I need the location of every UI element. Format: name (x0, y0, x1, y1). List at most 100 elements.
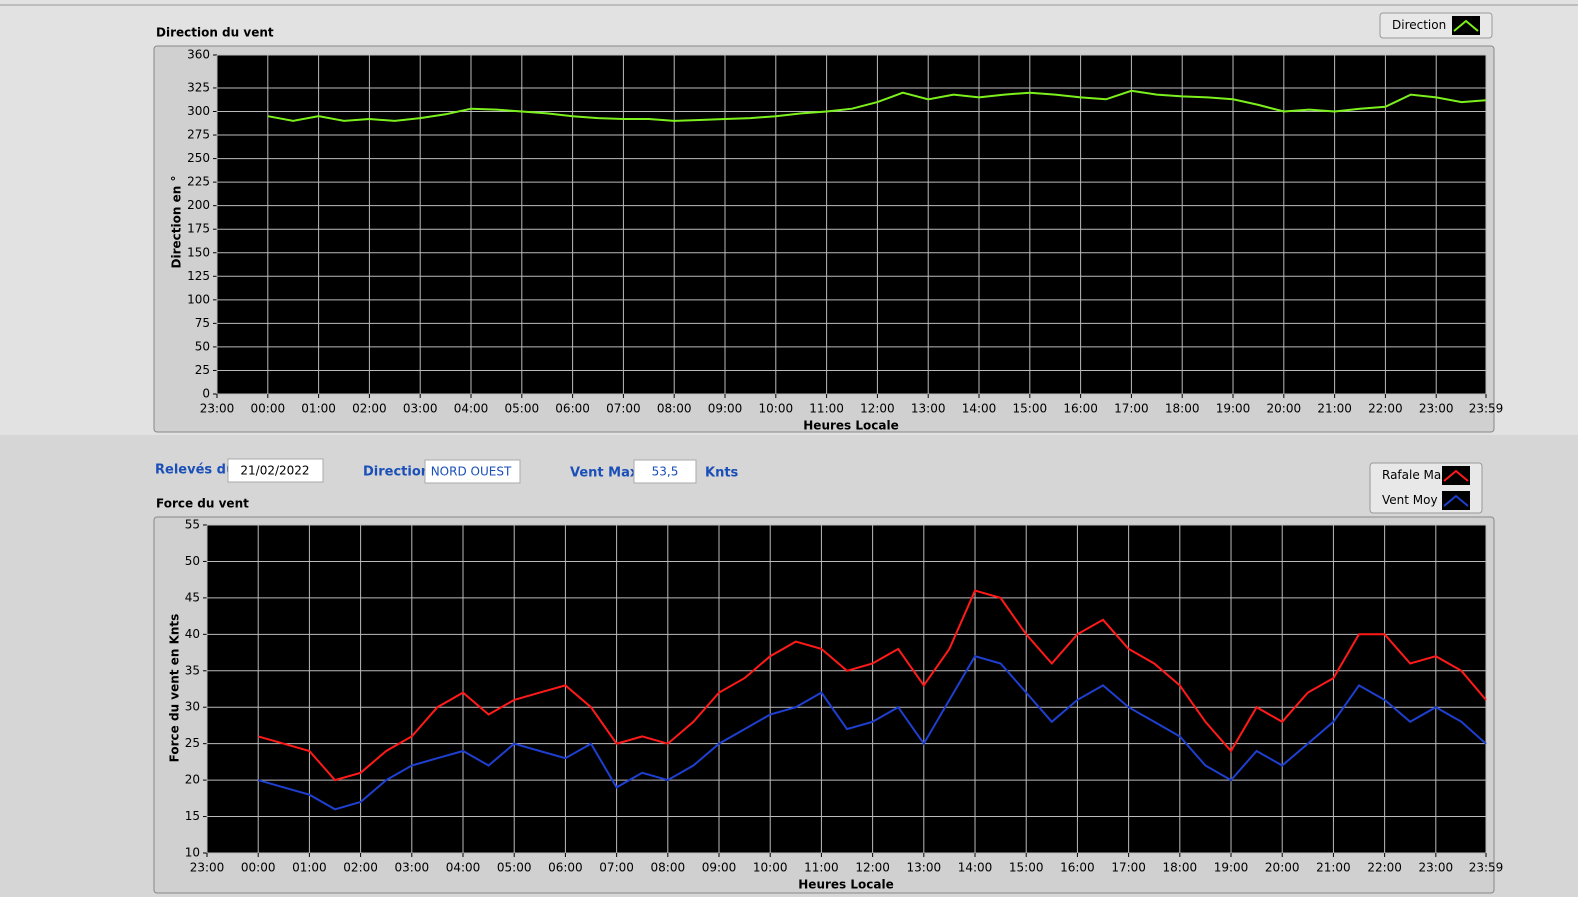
x-tick-label: 21:00 (1316, 861, 1351, 875)
y-tick-label: 50 (185, 554, 200, 568)
x-tick-label: 20:00 (1267, 402, 1302, 416)
y-axis-label: Direction en ° (170, 176, 184, 269)
legend-swatch-box (1442, 491, 1470, 510)
x-tick-label: 15:00 (1009, 861, 1044, 875)
chart-title: Force du vent (156, 497, 249, 511)
x-tick-label: 15:00 (1013, 402, 1048, 416)
legend-swatch-box (1442, 466, 1470, 485)
x-tick-label: 12:00 (860, 402, 895, 416)
x-tick-label: 21:00 (1317, 402, 1352, 416)
unit-label: Knts (705, 466, 739, 481)
y-tick-label: 325 (187, 80, 210, 94)
x-tick-label: 18:00 (1165, 402, 1200, 416)
legend-label: Direction (1392, 18, 1446, 32)
x-tick-label: 14:00 (962, 402, 997, 416)
x-tick-label: 18:00 (1163, 861, 1198, 875)
date-value: 21/02/2022 (240, 464, 309, 478)
x-tick-label: 02:00 (343, 861, 378, 875)
x-tick-label: 05:00 (497, 861, 532, 875)
vmax-label: Vent Max (570, 466, 639, 481)
x-tick-label: 23:59 (1469, 861, 1504, 875)
x-tick-label: 14:00 (958, 861, 993, 875)
y-tick-label: 125 (187, 269, 210, 283)
x-tick-label: 07:00 (599, 861, 634, 875)
legend-swatch (1443, 469, 1469, 482)
x-tick-label: 16:00 (1063, 402, 1098, 416)
x-tick-label: 19:00 (1216, 402, 1251, 416)
data-line (257, 589, 1487, 782)
x-tick-label: 08:00 (657, 402, 692, 416)
plot-area (207, 525, 1486, 853)
x-tick-label: 02:00 (352, 402, 387, 416)
x-tick-label: 16:00 (1060, 861, 1095, 875)
data-line (267, 89, 1487, 122)
x-tick-label: 17:00 (1114, 402, 1149, 416)
x-tick-label: 01:00 (301, 402, 336, 416)
x-tick-label: 06:00 (555, 402, 590, 416)
y-tick-label: 300 (187, 104, 210, 118)
x-tick-label: 05:00 (505, 402, 540, 416)
direction-value: NORD OUEST (431, 465, 512, 479)
x-tick-label: 01:00 (292, 861, 327, 875)
legend-swatch (1453, 19, 1479, 32)
y-axis-label: Force du vent en Knts (168, 614, 182, 763)
data-line (257, 655, 1487, 811)
legend-swatch-box (1452, 16, 1480, 35)
y-tick-label: 20 (185, 773, 200, 787)
date-field[interactable] (227, 458, 324, 483)
date-label: Relevés du (155, 463, 235, 478)
x-tick-label: 09:00 (702, 861, 737, 875)
x-tick-label: 12:00 (855, 861, 890, 875)
x-tick-label: 19:00 (1214, 861, 1249, 875)
x-tick-label: 17:00 (1111, 861, 1146, 875)
vmax-value: 53,5 (652, 465, 679, 479)
x-tick-label: 23:00 (1419, 861, 1454, 875)
y-tick-label: 50 (195, 339, 210, 353)
y-tick-label: 150 (187, 245, 210, 259)
x-tick-label: 10:00 (759, 402, 794, 416)
x-tick-label: 03:00 (403, 402, 438, 416)
y-tick-label: 30 (185, 700, 200, 714)
x-tick-label: 03:00 (395, 861, 430, 875)
x-tick-label: 10:00 (753, 861, 788, 875)
x-tick-label: 09:00 (708, 402, 743, 416)
y-tick-label: 75 (195, 316, 210, 330)
chart-title: Direction du vent (156, 26, 274, 40)
direction-field[interactable] (424, 459, 521, 484)
x-tick-label: 00:00 (241, 861, 276, 875)
x-tick-label: 22:00 (1367, 861, 1402, 875)
x-tick-label: 22:00 (1368, 402, 1403, 416)
x-tick-label: 13:00 (907, 861, 942, 875)
x-tick-label: 04:00 (454, 402, 489, 416)
x-tick-label: 08:00 (651, 861, 686, 875)
x-tick-label: 23:00 (200, 402, 235, 416)
legend-swatch (1443, 494, 1469, 507)
y-tick-label: 25 (195, 363, 210, 377)
x-tick-label: 23:00 (1419, 402, 1454, 416)
y-tick-label: 100 (187, 292, 210, 306)
y-tick-label: 275 (187, 128, 210, 142)
vmax-field[interactable] (633, 459, 697, 484)
legend-label: Rafale Max (1382, 468, 1448, 482)
plot-area (217, 55, 1486, 394)
x-tick-label: 20:00 (1265, 861, 1300, 875)
y-tick-label: 360 (187, 48, 210, 62)
x-axis-label: Heures Locale (798, 878, 893, 892)
x-tick-label: 07:00 (606, 402, 641, 416)
y-tick-label: 200 (187, 198, 210, 212)
x-axis-label: Heures Locale (803, 419, 898, 433)
y-tick-label: 55 (185, 518, 200, 532)
y-tick-label: 250 (187, 151, 210, 165)
y-tick-label: 10 (185, 846, 200, 860)
x-tick-label: 23:00 (190, 861, 225, 875)
legend-label: Vent Moy (1382, 493, 1438, 507)
y-tick-label: 225 (187, 175, 210, 189)
y-tick-label: 25 (185, 736, 200, 750)
x-tick-label: 06:00 (548, 861, 583, 875)
x-tick-label: 11:00 (804, 861, 839, 875)
y-tick-label: 45 (185, 590, 200, 604)
x-tick-label: 00:00 (251, 402, 286, 416)
y-tick-label: 15 (185, 809, 200, 823)
